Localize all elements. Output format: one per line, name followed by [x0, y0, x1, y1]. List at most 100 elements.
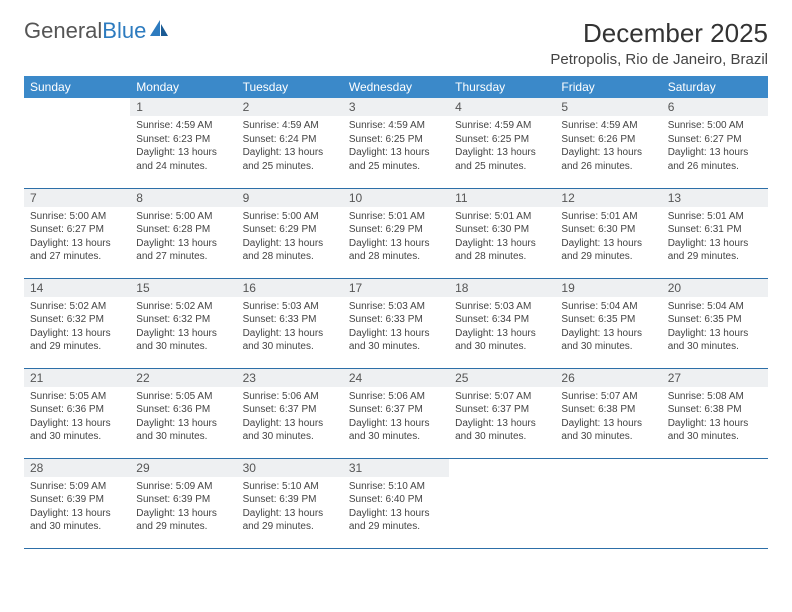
day-number: 2 [237, 98, 343, 116]
daylight-text: Daylight: 13 hours and 30 minutes. [668, 327, 762, 354]
calendar-cell: 14Sunrise: 5:02 AMSunset: 6:32 PMDayligh… [24, 278, 130, 368]
sunset-text: Sunset: 6:33 PM [243, 313, 337, 327]
daylight-text: Daylight: 13 hours and 29 minutes. [136, 507, 230, 534]
sunrise-text: Sunrise: 5:03 AM [455, 300, 549, 314]
sunrise-text: Sunrise: 5:01 AM [455, 210, 549, 224]
day-details: Sunrise: 5:04 AMSunset: 6:35 PMDaylight:… [662, 297, 768, 358]
calendar-cell: 1Sunrise: 4:59 AMSunset: 6:23 PMDaylight… [130, 98, 236, 188]
calendar-cell: 3Sunrise: 4:59 AMSunset: 6:25 PMDaylight… [343, 98, 449, 188]
sunrise-text: Sunrise: 4:59 AM [136, 119, 230, 133]
day-details: Sunrise: 5:09 AMSunset: 6:39 PMDaylight:… [130, 477, 236, 538]
day-details: Sunrise: 5:05 AMSunset: 6:36 PMDaylight:… [130, 387, 236, 448]
calendar-cell [449, 458, 555, 548]
daylight-text: Daylight: 13 hours and 30 minutes. [136, 417, 230, 444]
calendar-cell: 15Sunrise: 5:02 AMSunset: 6:32 PMDayligh… [130, 278, 236, 368]
calendar-cell: 10 Sunrise: 5:01 AMSunset: 6:29 PMDayligh… [343, 188, 449, 278]
day-details: Sunrise: 5:00 AMSunset: 6:27 PMDaylight:… [24, 207, 130, 268]
sunset-text: Sunset: 6:38 PM [668, 403, 762, 417]
day-number: 11 [449, 189, 555, 207]
day-number [662, 459, 768, 477]
daylight-text: Daylight: 13 hours and 30 minutes. [30, 417, 124, 444]
daylight-text: Daylight: 13 hours and 30 minutes. [561, 417, 655, 444]
day-number [24, 98, 130, 116]
sunrise-text: Sunrise: 5:05 AM [30, 390, 124, 404]
day-details: Sunrise: 5:00 AMSunset: 6:29 PMDaylight:… [237, 207, 343, 268]
daylight-text: Daylight: 13 hours and 25 minutes. [455, 146, 549, 173]
weekday-header: Saturday [662, 76, 768, 98]
day-details: Sunrise: 5:01 AMSunset: 6:30 PMDaylight:… [449, 207, 555, 268]
sunrise-text: Sunrise: 4:59 AM [561, 119, 655, 133]
day-number: 27 [662, 369, 768, 387]
sunrise-text: Sunrise: 5:00 AM [136, 210, 230, 224]
daylight-text: Daylight: 13 hours and 29 minutes. [561, 237, 655, 264]
day-number: 22 [130, 369, 236, 387]
calendar-week-row: 14Sunrise: 5:02 AMSunset: 6:32 PMDayligh… [24, 278, 768, 368]
sunrise-text: Sunrise: 5:01 AM [349, 210, 443, 224]
weekday-header: Tuesday [237, 76, 343, 98]
sunset-text: Sunset: 6:25 PM [349, 133, 443, 147]
sunrise-text: Sunrise: 5:06 AM [243, 390, 337, 404]
sunset-text: Sunset: 6:30 PM [561, 223, 655, 237]
sunrise-text: Sunrise: 5:07 AM [455, 390, 549, 404]
calendar-cell: 31Sunrise: 5:10 AMSunset: 6:40 PMDayligh… [343, 458, 449, 548]
sunset-text: Sunset: 6:28 PM [136, 223, 230, 237]
calendar-week-row: 28Sunrise: 5:09 AMSunset: 6:39 PMDayligh… [24, 458, 768, 548]
day-details: Sunrise: 5:03 AMSunset: 6:33 PMDaylight:… [343, 297, 449, 358]
sunrise-text: Sunrise: 5:00 AM [668, 119, 762, 133]
sunrise-text: Sunrise: 5:04 AM [561, 300, 655, 314]
sunset-text: Sunset: 6:25 PM [455, 133, 549, 147]
daylight-text: Daylight: 13 hours and 25 minutes. [349, 146, 443, 173]
day-details: Sunrise: 5:02 AMSunset: 6:32 PMDaylight:… [130, 297, 236, 358]
daylight-text: Daylight: 13 hours and 28 minutes. [243, 237, 337, 264]
sunrise-text: Sunrise: 5:09 AM [30, 480, 124, 494]
daylight-text: Daylight: 13 hours and 30 minutes. [349, 417, 443, 444]
day-number: 1 [130, 98, 236, 116]
day-details: Sunrise: 5:07 AMSunset: 6:38 PMDaylight:… [555, 387, 661, 448]
calendar-body: 1Sunrise: 4:59 AMSunset: 6:23 PMDaylight… [24, 98, 768, 548]
day-details: Sunrise: 5:02 AMSunset: 6:32 PMDaylight:… [24, 297, 130, 358]
sunrise-text: Sunrise: 5:09 AM [136, 480, 230, 494]
calendar-cell: 9Sunrise: 5:00 AMSunset: 6:29 PMDaylight… [237, 188, 343, 278]
header: GeneralBlue December 2025 Petropolis, Ri… [24, 18, 768, 68]
calendar-cell [24, 98, 130, 188]
day-details: Sunrise: 5:07 AMSunset: 6:37 PMDaylight:… [449, 387, 555, 448]
sunrise-text: Sunrise: 5:10 AM [349, 480, 443, 494]
sunset-text: Sunset: 6:37 PM [455, 403, 549, 417]
sunset-text: Sunset: 6:40 PM [349, 493, 443, 507]
daylight-text: Daylight: 13 hours and 30 minutes. [561, 327, 655, 354]
calendar-cell: 27Sunrise: 5:08 AMSunset: 6:38 PMDayligh… [662, 368, 768, 458]
day-number: 13 [662, 189, 768, 207]
calendar-cell [662, 458, 768, 548]
calendar-week-row: 1Sunrise: 4:59 AMSunset: 6:23 PMDaylight… [24, 98, 768, 188]
daylight-text: Daylight: 13 hours and 30 minutes. [243, 327, 337, 354]
daylight-text: Daylight: 13 hours and 28 minutes. [349, 237, 443, 264]
sunrise-text: Sunrise: 5:01 AM [561, 210, 655, 224]
calendar-cell: 23Sunrise: 5:06 AMSunset: 6:37 PMDayligh… [237, 368, 343, 458]
sunrise-text: Sunrise: 5:08 AM [668, 390, 762, 404]
day-details: Sunrise: 5:10 AMSunset: 6:39 PMDaylight:… [237, 477, 343, 538]
sunset-text: Sunset: 6:29 PM [243, 223, 337, 237]
calendar-cell: 4Sunrise: 4:59 AMSunset: 6:25 PMDaylight… [449, 98, 555, 188]
sunrise-text: Sunrise: 5:02 AM [136, 300, 230, 314]
day-number: 23 [237, 369, 343, 387]
day-number: 5 [555, 98, 661, 116]
day-number: 7 [24, 189, 130, 207]
sunrise-text: Sunrise: 5:02 AM [30, 300, 124, 314]
sunset-text: Sunset: 6:29 PM [349, 223, 443, 237]
daylight-text: Daylight: 13 hours and 29 minutes. [243, 507, 337, 534]
sunrise-text: Sunrise: 4:59 AM [243, 119, 337, 133]
daylight-text: Daylight: 13 hours and 26 minutes. [668, 146, 762, 173]
day-number: 24 [343, 369, 449, 387]
calendar-cell: 22Sunrise: 5:05 AMSunset: 6:36 PMDayligh… [130, 368, 236, 458]
logo: GeneralBlue [24, 18, 170, 44]
daylight-text: Daylight: 13 hours and 30 minutes. [30, 507, 124, 534]
day-number: 8 [130, 189, 236, 207]
sunrise-text: Sunrise: 5:00 AM [243, 210, 337, 224]
calendar-cell: 16Sunrise: 5:03 AMSunset: 6:33 PMDayligh… [237, 278, 343, 368]
sunrise-text: Sunrise: 5:03 AM [243, 300, 337, 314]
calendar-cell: 12Sunrise: 5:01 AMSunset: 6:30 PMDayligh… [555, 188, 661, 278]
sunset-text: Sunset: 6:37 PM [243, 403, 337, 417]
sunset-text: Sunset: 6:27 PM [30, 223, 124, 237]
day-number: 10 [343, 189, 449, 207]
title-block: December 2025 Petropolis, Rio de Janeiro… [550, 18, 768, 68]
